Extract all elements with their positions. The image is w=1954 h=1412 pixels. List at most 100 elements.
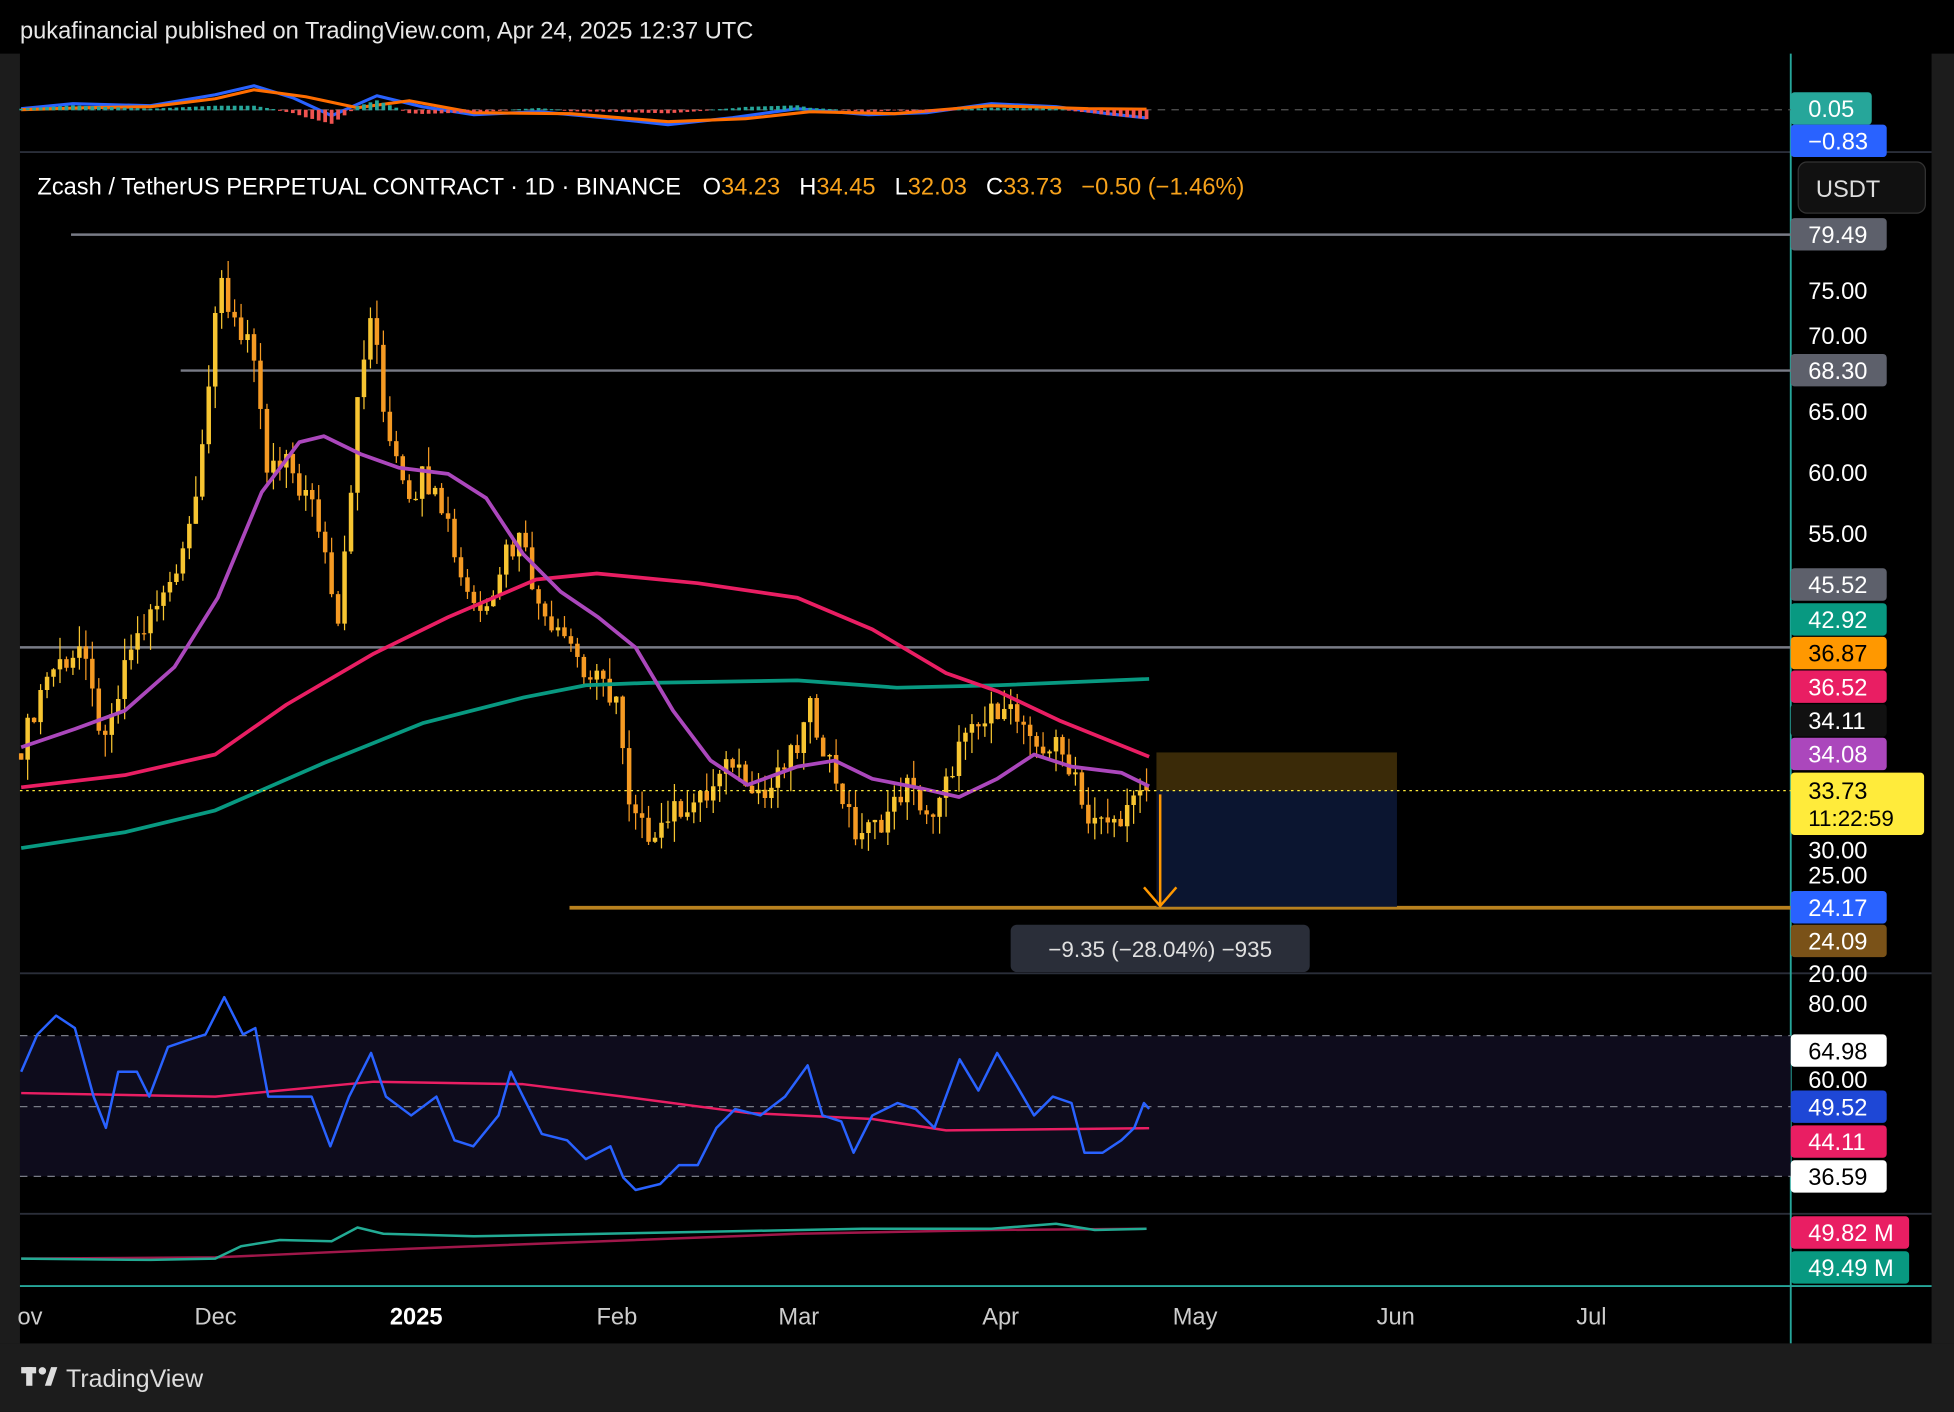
- macd-histogram-bar: [181, 107, 185, 111]
- candle-body: [788, 745, 794, 770]
- candle-body: [930, 814, 936, 817]
- candle-body: [659, 822, 664, 838]
- macd-histogram-bar: [90, 106, 95, 111]
- candle-body: [1124, 805, 1130, 827]
- footer-brand[interactable]: TradingView: [66, 1365, 204, 1393]
- candle-body: [937, 797, 942, 817]
- candle-body: [193, 496, 199, 524]
- macd-histogram-bar: [627, 109, 632, 113]
- macd-histogram-bar: [575, 109, 580, 112]
- candle-body: [633, 804, 638, 814]
- price-label: 34.08: [1808, 743, 1867, 769]
- volume-label: 49.82 M: [1808, 1221, 1893, 1247]
- candle-body: [426, 466, 431, 495]
- macd-histogram-bar: [1041, 108, 1045, 111]
- price-label-badge: [1790, 704, 1887, 737]
- candle-body: [885, 811, 891, 833]
- candle-body: [115, 699, 121, 714]
- macd-histogram-bar: [1144, 109, 1149, 120]
- macd-histogram-bar: [905, 109, 910, 112]
- macd-histogram-bar: [1073, 109, 1078, 112]
- macd-histogram-bar: [588, 109, 593, 112]
- macd-histogram-bar: [853, 109, 858, 112]
- footer-bar: [0, 1343, 1954, 1412]
- macd-histogram-bar: [666, 109, 670, 114]
- candle-body: [588, 677, 593, 680]
- macd-histogram-bar: [653, 109, 657, 113]
- candle-body: [128, 649, 134, 661]
- candle-body: [504, 544, 509, 575]
- candle-body: [730, 759, 735, 768]
- candle-body: [109, 713, 114, 735]
- candle-body: [206, 386, 211, 445]
- macd-histogram-bar: [840, 109, 845, 111]
- macd-histogram-bar: [898, 109, 903, 111]
- macd-histogram-bar: [582, 109, 586, 112]
- macd-histogram-bar: [1015, 108, 1020, 111]
- candle-body: [710, 786, 716, 801]
- macd-histogram-bar: [640, 109, 644, 113]
- macd-histogram-bar: [1047, 108, 1052, 111]
- macd-histogram-bar: [122, 107, 127, 111]
- currency-button[interactable]: [1797, 161, 1926, 214]
- macd-histogram-bar: [206, 106, 211, 111]
- macd-label-badge: [1790, 124, 1887, 158]
- candle-body: [1040, 746, 1046, 754]
- macd-histogram-bar: [342, 109, 347, 116]
- volume-ma-fast-line: [21, 1222, 1147, 1262]
- macd-histogram-bar: [911, 109, 916, 112]
- candle-body: [736, 764, 742, 768]
- macd-histogram-bar: [1054, 108, 1058, 111]
- macd-histogram-bar: [200, 106, 205, 111]
- candle-body: [704, 791, 709, 801]
- price-label-badge: [1790, 353, 1887, 387]
- macd-histogram-bar: [219, 105, 224, 111]
- symbol-legend[interactable]: Zcash / TetherUS PERPETUAL CONTRACT · 1D…: [37, 174, 1244, 200]
- macd-histogram-bar: [510, 109, 515, 111]
- price-label: 68.30: [1808, 359, 1867, 385]
- candle-body: [594, 670, 600, 680]
- macd-histogram-bar: [543, 108, 547, 111]
- macd-histogram-bar: [452, 109, 457, 113]
- macd-histogram-bar: [995, 107, 1000, 111]
- candle-body: [497, 574, 503, 596]
- last-price-value: 33.73: [1808, 779, 1867, 805]
- price-label-badge: [1790, 737, 1887, 771]
- price-tick: 65.00: [1808, 400, 1867, 426]
- candle-body: [723, 759, 729, 774]
- macd-histogram-bar: [394, 107, 399, 111]
- candle-body: [374, 318, 380, 345]
- macd-histogram-bar: [51, 106, 56, 111]
- candle-body: [297, 473, 302, 496]
- macd-histogram-bar: [814, 108, 819, 111]
- candle-body: [1137, 790, 1143, 796]
- macd-histogram-bar: [1105, 109, 1110, 116]
- macd-histogram-bar: [1067, 109, 1071, 111]
- candle-body: [407, 480, 412, 499]
- candle-body: [866, 822, 871, 834]
- candle-body: [775, 767, 781, 788]
- macd-histogram-bar: [970, 108, 974, 111]
- macd-label-badge: [1790, 92, 1872, 125]
- macd-histogram-bar: [756, 106, 761, 111]
- candle-body: [963, 732, 968, 742]
- candle-body: [691, 802, 697, 813]
- candle-body: [672, 801, 677, 822]
- position-stop-zone[interactable]: [1156, 752, 1397, 791]
- candle-body: [756, 789, 761, 794]
- price-label: 42.92: [1808, 608, 1867, 634]
- macd-histogram-bar: [530, 108, 534, 111]
- candle-body: [568, 636, 574, 644]
- macd-histogram-bar: [594, 109, 599, 112]
- candle-body: [491, 595, 496, 607]
- macd-histogram-bar: [349, 109, 353, 112]
- candle-body: [309, 490, 315, 500]
- candle-body: [814, 698, 819, 738]
- macd-histogram-bar: [646, 109, 651, 113]
- position-target-zone[interactable]: [1156, 790, 1397, 907]
- candle-body: [879, 819, 884, 833]
- macd-histogram-bar: [310, 109, 315, 119]
- candle-body: [872, 819, 878, 823]
- tradingview-logo-icon: [21, 1367, 58, 1386]
- candle-body: [355, 397, 360, 493]
